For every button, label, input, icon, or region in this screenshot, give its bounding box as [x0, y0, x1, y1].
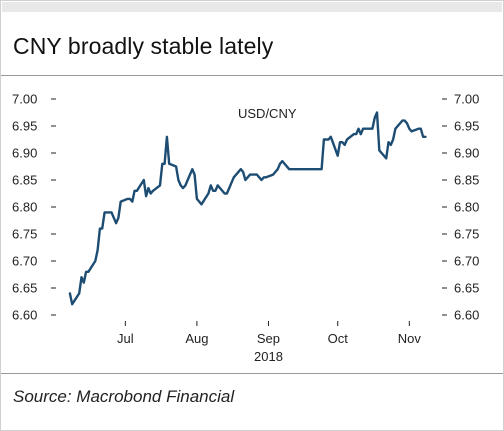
y-right-tick-label-6-70: 6.70 — [454, 254, 479, 269]
x-tick-label-aug: Aug — [185, 331, 208, 346]
y-right-tick-label-6-90: 6.90 — [454, 146, 479, 161]
y-right-tick-label-6-75: 6.75 — [454, 227, 479, 242]
x-tick-label-oct: Oct — [328, 331, 349, 346]
x-tick-label-jul: Jul — [117, 331, 134, 346]
y-left-tick-label-6-75: 6.75 — [12, 227, 37, 242]
y-left-tick-label-6-95: 6.95 — [12, 119, 37, 134]
y-left-tick-label-7-00: 7.00 — [12, 92, 37, 107]
y-right-tick-label-7-00: 7.00 — [454, 92, 479, 107]
y-left-tick-label-6-90: 6.90 — [12, 146, 37, 161]
x-tick-label-nov: Nov — [398, 331, 422, 346]
y-left-tick-label-6-80: 6.80 — [12, 200, 37, 215]
y-left-tick-label-6-65: 6.65 — [12, 281, 37, 296]
top-band — [2, 2, 502, 12]
y-axis-right: 6.60 6.65 6.70 6.75 6.80 6.85 6.90 6.95 7.00 — [442, 92, 479, 323]
y-right-tick-label-6-60: 6.60 — [454, 308, 479, 323]
y-right-tick-label-6-95: 6.95 — [454, 119, 479, 134]
y-right-tick-label-6-85: 6.85 — [454, 173, 479, 188]
chart-title: CNY broadly stable lately — [13, 33, 274, 59]
x-tick-label-sep: Sep — [257, 331, 280, 346]
y-right-tick-label-6-80: 6.80 — [454, 200, 479, 215]
y-left-tick-label-6-70: 6.70 — [12, 254, 37, 269]
series-layer — [68, 111, 427, 306]
source-divider — [1, 373, 503, 374]
x-axis: Jul Aug Sep Oct Nov — [117, 321, 421, 346]
y-axis-left: 6.60 6.65 6.70 6.75 6.80 6.85 6.90 6.95 7.00 — [12, 92, 56, 323]
line-chart: 6.60 6.65 6.70 6.75 6.80 6.85 6.90 6.95 7.00 6.6… — [12, 92, 479, 365]
y-left-tick-label-6-85: 6.85 — [12, 173, 37, 188]
year-label: 2018 — [254, 349, 283, 364]
source-note: Source: Macrobond Financial — [13, 387, 235, 406]
title-divider — [1, 75, 503, 76]
y-left-tick-label-6-60: 6.60 — [12, 308, 37, 323]
series-line-usd-cny — [68, 111, 427, 306]
y-right-tick-label-6-65: 6.65 — [454, 281, 479, 296]
series-label-usd-cny: USD/CNY — [238, 106, 297, 121]
